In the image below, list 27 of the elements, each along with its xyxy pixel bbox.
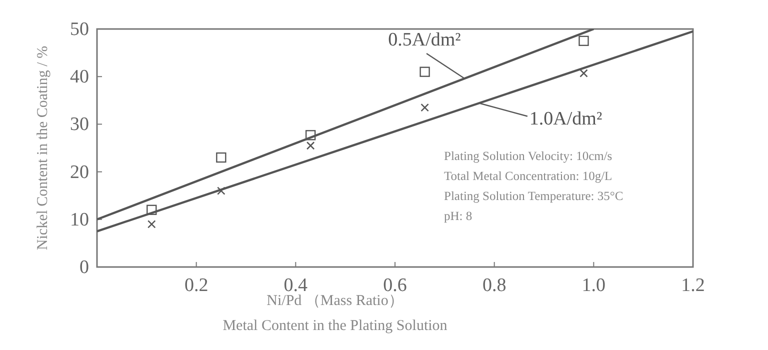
point [147, 220, 156, 228]
point [420, 66, 430, 77]
x-tick-label: 0.4 [284, 275, 308, 296]
y-axis-title: Nickel Content in the Coating / % [35, 46, 51, 250]
point [306, 141, 315, 150]
point [578, 36, 589, 46]
annotation: 1.0A/dm² [529, 108, 602, 130]
point [580, 69, 588, 78]
point [216, 152, 226, 163]
x-tick-label: 0.2 [184, 275, 208, 296]
x-axis-title: Ni/Pd （Mass Ratio） Metal Content in the Plating Solution [222, 293, 448, 334]
point [420, 103, 429, 112]
y-tick-label: 50 [70, 19, 89, 40]
x-tick-label: 0.8 [482, 275, 506, 296]
x-tick-label: 0.6 [383, 275, 407, 296]
y-tick-label: 40 [70, 66, 89, 88]
point [305, 130, 316, 140]
x-tick-label: 1.0 [582, 275, 606, 296]
annotation: Plating Solution Velocity: 10cm/s Total Metal Concentration: 10g/L Plating Solution Temperature: 35°C pH: 8 [444, 149, 624, 223]
x-tick-label: 1.2 [681, 275, 705, 296]
y-tick-label: 10 [70, 209, 89, 230]
annotation: 0.5A/dm² [388, 30, 462, 51]
y-tick-label: 0 [80, 257, 89, 278]
y-tick-label: 30 [70, 114, 89, 136]
point [217, 186, 226, 195]
point [146, 204, 157, 215]
y-tick-label: 20 [70, 162, 89, 183]
